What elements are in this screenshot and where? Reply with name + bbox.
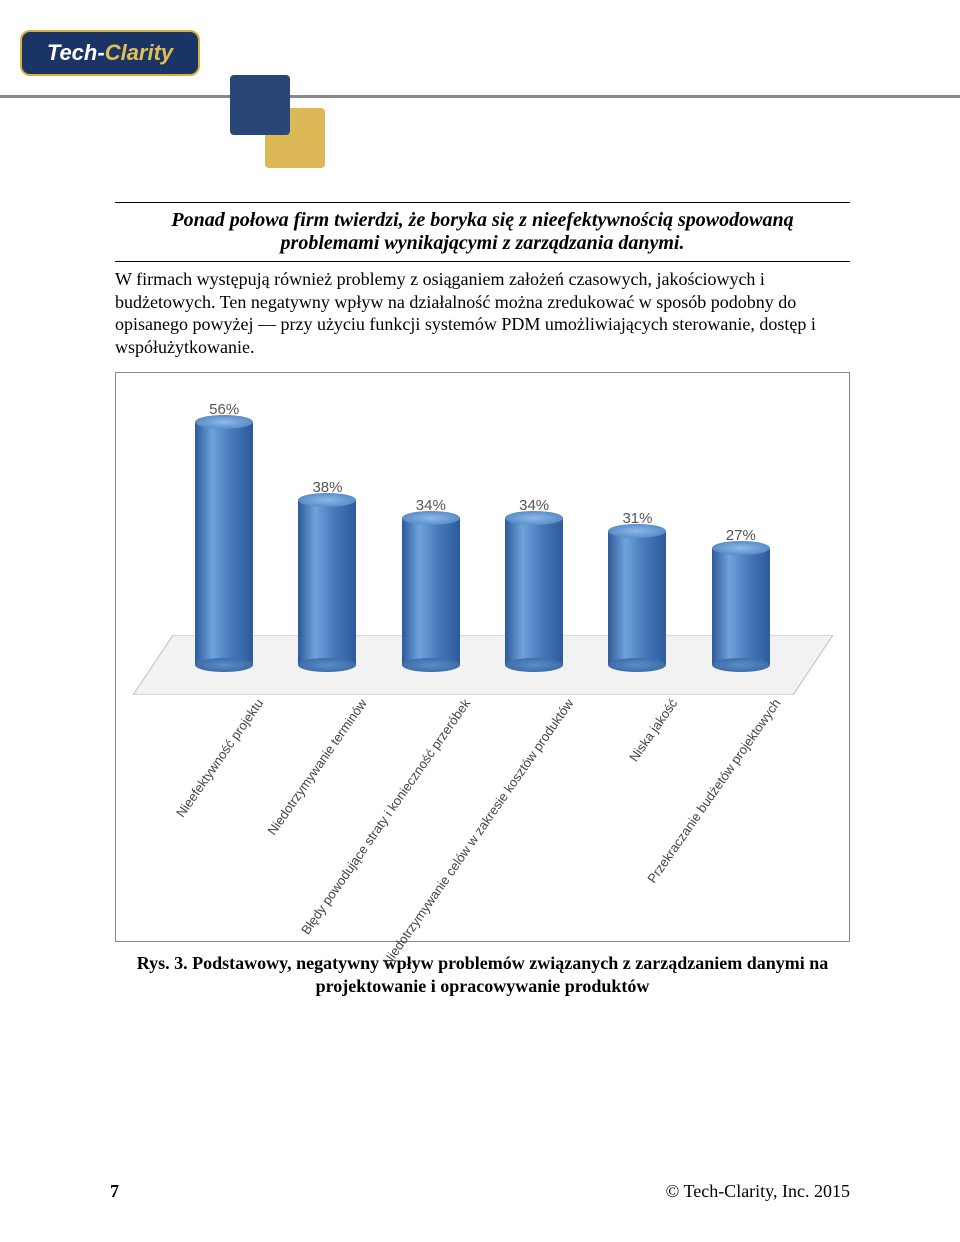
bar-cylinder-body [505,518,563,665]
page-number: 7 [110,1181,119,1202]
header-square-blue [230,75,290,135]
x-axis-label: Niedotrzymywanie celów w zakresie kosztó… [379,696,576,969]
bar-cylinder-body [608,531,666,665]
bar-cylinder-top [712,541,770,555]
bar-cylinder-top [195,415,253,429]
bar-cylinder-bottom [712,658,770,672]
chart-bar: 34% [396,497,466,665]
bar-cylinder-bottom [505,658,563,672]
bar-cylinder-body [195,422,253,665]
chart-x-labels: Nieefektywność projektuNiedotrzymywanie … [153,690,833,940]
logo-text-part1: Tech- [47,40,105,66]
figure-caption: Rys. 3. Podstawowy, negatywny wpływ prob… [115,952,850,997]
bar-cylinder [402,518,460,665]
body-paragraph: W firmach występują również problemy z o… [115,268,850,358]
bar-cylinder-bottom [195,658,253,672]
chart-bar: 31% [602,510,672,665]
caption-prefix: Rys. 3. [137,953,192,973]
bar-cylinder [505,518,563,665]
chart-container: 56% 38% 34% 34% 31% 27% Nieefektywność projek… [115,372,850,942]
bar-cylinder [298,500,356,665]
chart-bar: 56% [189,401,259,665]
bar-cylinder-top [402,511,460,525]
callout-rule-top [115,202,850,203]
chart-bar: 38% [292,479,362,665]
footer-copyright: © Tech-Clarity, Inc. 2015 [666,1181,850,1202]
x-axis-label: Błędy powodujące straty i konieczność pr… [298,696,473,937]
callout-text: Ponad połowa firm twierdzi, że boryka si… [115,205,850,259]
logo-text-part2: Clarity [105,40,173,66]
bar-cylinder-bottom [402,658,460,672]
callout-rule-bottom [115,261,850,262]
header-divider [0,95,960,98]
bar-cylinder-body [298,500,356,665]
page-content: Ponad połowa firm twierdzi, że boryka si… [115,200,850,997]
bar-cylinder [712,548,770,665]
bar-cylinder-body [712,548,770,665]
x-axis-label: Nieefektywność projektu [173,696,266,820]
chart-bar: 34% [499,497,569,665]
x-axis-label: Niska jakość [626,696,680,764]
x-axis-label: Niedotrzymywanie terminów [264,696,370,838]
bar-cylinder-body [402,518,460,665]
bar-cylinder [608,531,666,665]
caption-rest: Podstawowy, negatywny wpływ problemów zw… [192,953,828,996]
bar-cylinder [195,422,253,665]
page-footer: 7 © Tech-Clarity, Inc. 2015 [110,1181,850,1202]
bar-cylinder-top [505,511,563,525]
chart-bars-row: 56% 38% 34% 34% 31% 27% [173,385,793,665]
chart-bar: 27% [706,527,776,665]
chart-area: 56%38%34%34%31%27% Nieefektywność projek… [133,385,833,695]
logo-badge: Tech-Clarity [20,30,200,76]
